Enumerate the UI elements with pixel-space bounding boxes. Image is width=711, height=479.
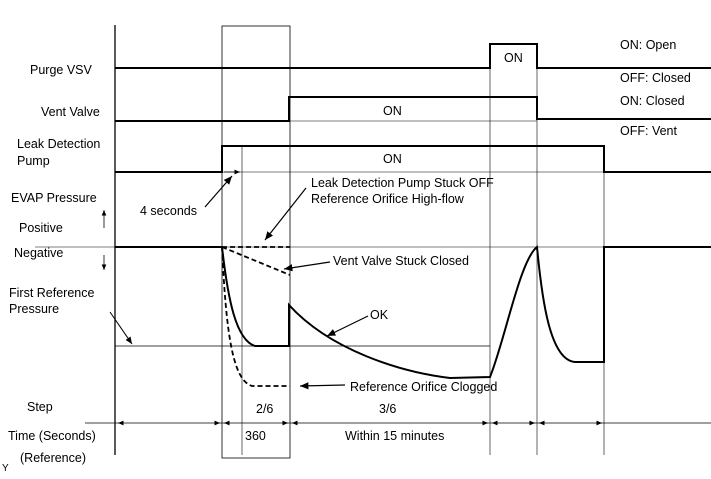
vent-stuck-label: Vent Valve Stuck Closed (333, 254, 469, 268)
stuck-off-label-2: Reference Orifice High-flow (311, 192, 464, 206)
off-vent-label: OFF: Vent (620, 124, 677, 138)
off-closed-label: OFF: Closed (620, 71, 691, 85)
vent-on-label: ON (383, 104, 402, 118)
time-label: Time (Seconds) (8, 429, 96, 443)
corner-mark: Y (2, 463, 9, 474)
step2-label: 2/6 (256, 402, 274, 416)
clogged-label: Reference Orifice Clogged (350, 380, 498, 394)
positive-label: Positive (19, 221, 63, 235)
first-ref-label-2: Pressure (9, 302, 60, 316)
vent-valve-label: Vent Valve (41, 105, 100, 119)
clogged-curve (221, 246, 290, 387)
on-closed-label: ON: Closed (620, 94, 685, 108)
purge-vsv-label: Purge VSV (30, 63, 92, 77)
ok-label: OK (370, 308, 389, 322)
vent-stuck-curve (221, 246, 291, 276)
vent-valve-signal (115, 96, 711, 122)
purge-on-label: ON (504, 51, 523, 65)
step3-time: Within 15 minutes (345, 429, 445, 443)
pump-label-1: Leak Detection (17, 137, 101, 151)
first-ref-label-1: First Reference (9, 286, 95, 300)
pump-label-2: Pump (17, 154, 50, 168)
ok-pressure-curve (115, 245, 711, 380)
reference-label: (Reference) (20, 451, 86, 465)
step-label: Step (27, 400, 53, 414)
pump-signal (115, 145, 711, 173)
step2-time: 360 (245, 429, 266, 443)
step2-box (221, 25, 291, 459)
on-open-label: ON: Open (620, 38, 677, 52)
step3-label: 3/6 (379, 402, 397, 416)
pump-on-label: ON (383, 152, 402, 166)
negative-label: Negative (14, 246, 64, 260)
stuck-off-label-1: Leak Detection Pump Stuck OFF (311, 176, 494, 190)
evap-label: EVAP Pressure (11, 191, 97, 205)
purge-vsv-signal (115, 43, 711, 69)
four-seconds-label: 4 seconds (140, 204, 197, 218)
